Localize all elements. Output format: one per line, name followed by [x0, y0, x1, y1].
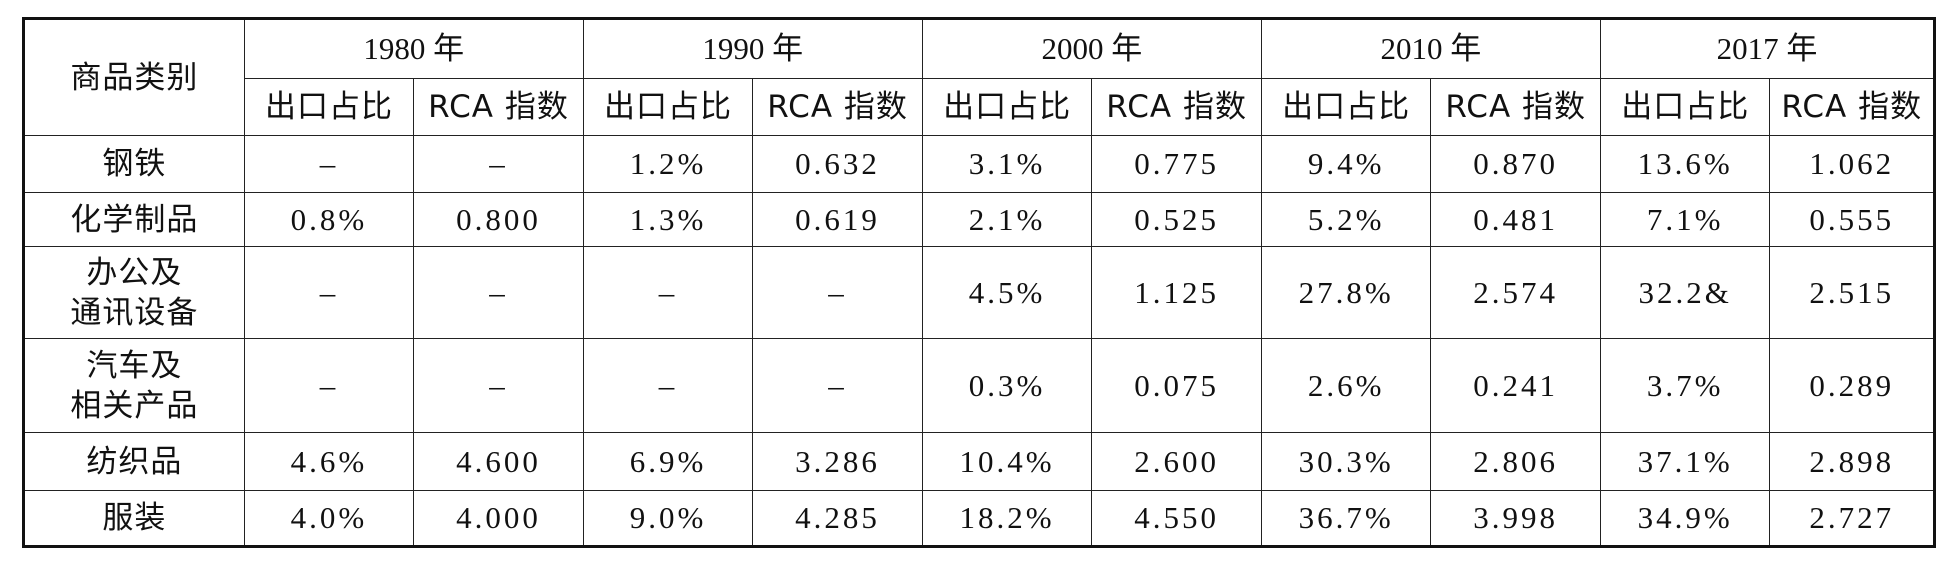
value-cell: 3.7%: [1599, 338, 1771, 433]
value-cell: 7.1%: [1599, 192, 1771, 247]
value-cell: 3.286: [752, 432, 923, 491]
value-cell: –: [243, 135, 415, 193]
export-share-header: 出口占比: [243, 78, 415, 136]
export-share-header: 出口占比: [1260, 78, 1432, 136]
value-cell: 1.062: [1769, 135, 1935, 193]
value-cell: 0.800: [413, 192, 584, 247]
value-cell: 2.6%: [1260, 338, 1432, 433]
category-line: 相关产品: [70, 387, 199, 424]
value-cell: 37.1%: [1599, 432, 1771, 491]
value-cell: 3.1%: [921, 135, 1093, 193]
value-cell: 9.0%: [582, 490, 754, 547]
value-cell: 2.515: [1769, 246, 1935, 339]
table-row-steel: 钢铁 – – 1.2% 0.632 3.1% 0.775 9.4% 0.870 …: [23, 135, 1935, 193]
value-cell: 0.525: [1091, 192, 1262, 247]
value-cell: 0.870: [1430, 135, 1601, 193]
value-cell: –: [413, 135, 584, 193]
category-cell: 办公及 通讯设备: [23, 246, 245, 339]
value-cell: 2.600: [1091, 432, 1262, 491]
value-cell: 4.550: [1091, 490, 1262, 547]
rca-index-header: RCA 指数: [1430, 78, 1601, 136]
export-share-header: 出口占比: [582, 78, 754, 136]
value-cell: 2.806: [1430, 432, 1601, 491]
rca-index-header: RCA 指数: [752, 78, 923, 136]
value-cell: 30.3%: [1260, 432, 1432, 491]
header-row-metrics: 出口占比 RCA 指数 出口占比 RCA 指数 出口占比 RCA 指数 出口占比…: [24, 78, 1935, 136]
value-cell: 0.632: [752, 135, 923, 193]
value-cell: –: [413, 246, 584, 339]
category-cell: 纺织品: [23, 432, 245, 491]
value-cell: –: [243, 338, 415, 433]
value-cell: 18.2%: [921, 490, 1093, 547]
category-header: 商品类别: [23, 18, 245, 136]
export-share-header: 出口占比: [1599, 78, 1771, 136]
export-share-header: 出口占比: [921, 78, 1093, 136]
value-cell: 5.2%: [1260, 192, 1432, 247]
header-row-years: 商品类别 1980 年 1990 年 2000 年 2010 年 2017 年: [23, 18, 1936, 136]
value-cell: 32.2&: [1599, 246, 1771, 339]
year-header-1990: 1990 年: [582, 18, 923, 79]
category-cell: 汽车及 相关产品: [23, 338, 245, 433]
value-cell: –: [582, 338, 754, 433]
value-cell: –: [243, 246, 415, 339]
value-cell: 36.7%: [1260, 490, 1432, 547]
rca-index-header: RCA 指数: [1769, 78, 1935, 136]
value-cell: 2.898: [1769, 432, 1935, 491]
category-cell: 服装: [23, 490, 245, 547]
value-cell: 4.0%: [243, 490, 415, 547]
value-cell: –: [752, 246, 923, 339]
value-cell: 0.555: [1769, 192, 1935, 247]
value-cell: 4.5%: [921, 246, 1093, 339]
value-cell: 3.998: [1430, 490, 1601, 547]
value-cell: 10.4%: [921, 432, 1093, 491]
value-cell: 1.3%: [582, 192, 754, 247]
table-row-textiles: 纺织品 4.6% 4.600 6.9% 3.286 10.4% 2.600 30…: [23, 432, 1935, 491]
category-line: 汽车及: [86, 347, 183, 384]
value-cell: 0.289: [1769, 338, 1935, 433]
value-cell: 0.619: [752, 192, 923, 247]
table-row-chemicals: 化学制品 0.8% 0.800 1.3% 0.619 2.1% 0.525 5.…: [23, 192, 1935, 247]
year-header-2017: 2017 年: [1599, 18, 1936, 79]
value-cell: 0.075: [1091, 338, 1262, 433]
value-cell: 1.2%: [582, 135, 754, 193]
value-cell: 4.000: [413, 490, 584, 547]
category-line: 办公及: [86, 254, 183, 291]
value-cell: 0.481: [1430, 192, 1601, 247]
category-cell: 化学制品: [23, 192, 245, 247]
value-cell: 0.775: [1091, 135, 1262, 193]
year-header-2010: 2010 年: [1260, 18, 1601, 79]
year-header-2000: 2000 年: [921, 18, 1262, 79]
value-cell: –: [413, 338, 584, 433]
table-row-apparel: 服装 4.0% 4.000 9.0% 4.285 18.2% 4.550 36.…: [23, 490, 1935, 547]
value-cell: 0.3%: [921, 338, 1093, 433]
value-cell: 4.285: [752, 490, 923, 547]
category-cell: 钢铁: [23, 135, 245, 193]
value-cell: 0.241: [1430, 338, 1601, 433]
value-cell: 4.600: [413, 432, 584, 491]
value-cell: 2.727: [1769, 490, 1935, 547]
value-cell: 13.6%: [1599, 135, 1771, 193]
value-cell: –: [582, 246, 754, 339]
year-header-1980: 1980 年: [243, 18, 584, 79]
value-cell: 6.9%: [582, 432, 754, 491]
value-cell: 1.125: [1091, 246, 1262, 339]
value-cell: 4.6%: [243, 432, 415, 491]
table-row-automotive: 汽车及 相关产品 – – – – 0.3% 0.075 2.6% 0.241 3…: [23, 338, 1935, 433]
rca-table: 商品类别 1980 年 1990 年 2000 年 2010 年 2017 年 …: [22, 17, 1936, 548]
value-cell: 2.1%: [921, 192, 1093, 247]
value-cell: 0.8%: [243, 192, 415, 247]
value-cell: 9.4%: [1260, 135, 1432, 193]
value-cell: 27.8%: [1260, 246, 1432, 339]
table-row-office-telecom: 办公及 通讯设备 – – – – 4.5% 1.125 27.8% 2.574 …: [23, 246, 1935, 339]
value-cell: 2.574: [1430, 246, 1601, 339]
rca-index-header: RCA 指数: [1091, 78, 1262, 136]
value-cell: –: [752, 338, 923, 433]
value-cell: 34.9%: [1599, 490, 1771, 547]
category-line: 通讯设备: [70, 294, 199, 331]
rca-index-header: RCA 指数: [413, 78, 584, 136]
